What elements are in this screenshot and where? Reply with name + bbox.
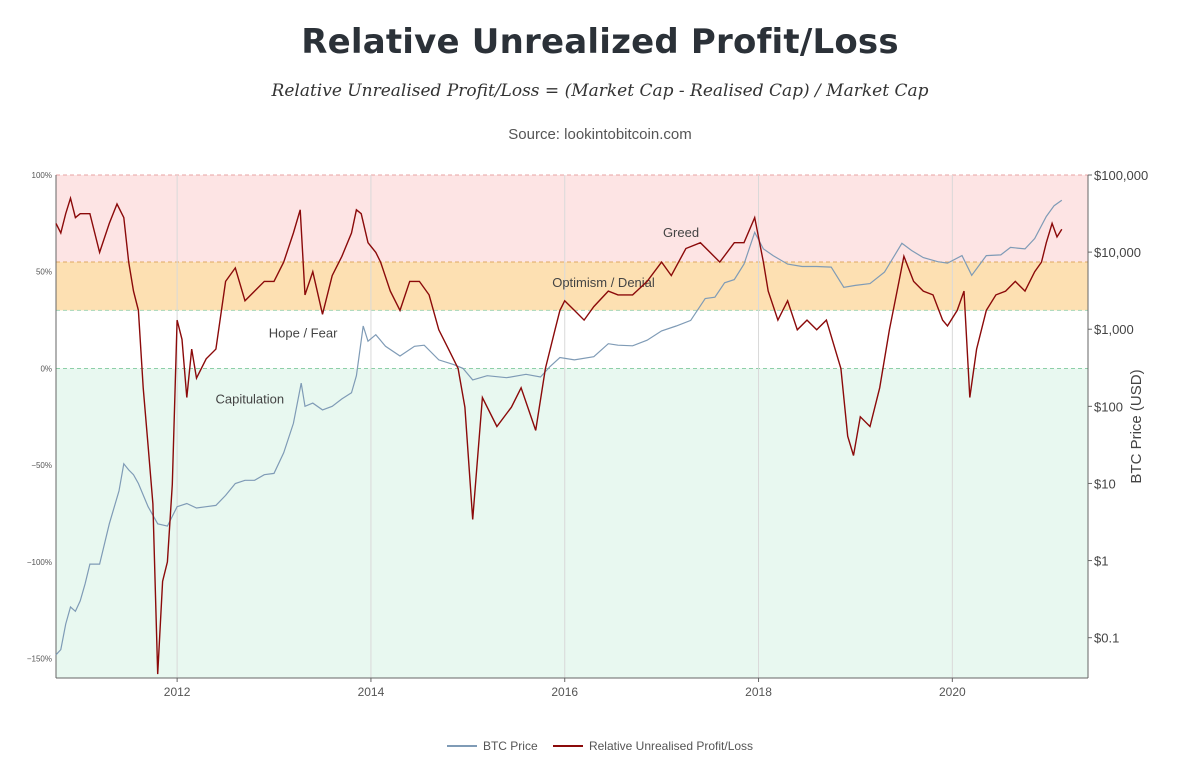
- y-left-tick-label-2: 0%: [40, 364, 52, 373]
- y-left-tick-label-4: −100%: [27, 558, 52, 567]
- series-line-rupl: [55, 195, 1063, 675]
- zone-band-3: [56, 368, 1088, 678]
- zone-label-3: Capitulation: [215, 391, 284, 406]
- y-left-tick-label-3: −50%: [31, 461, 52, 470]
- x-tick-label-2018: 2018: [745, 685, 772, 699]
- zone-label-2: Hope / Fear: [269, 326, 338, 341]
- legend-item-rupl[interactable]: Relative Unrealised Profit/Loss: [552, 739, 754, 753]
- legend-label-btc-price: BTC Price: [482, 739, 538, 753]
- x-tick-label-2012: 2012: [164, 685, 191, 699]
- x-tick-label-2016: 2016: [551, 685, 578, 699]
- zone-band-0: [56, 175, 1088, 263]
- y-right-tick-label-5: $10,000: [1094, 245, 1141, 260]
- y-right-axis-title: BTC Price (USD): [1128, 369, 1145, 483]
- y-right-tick-label-3: $100: [1094, 399, 1123, 414]
- chart-title: Relative Unrealized Profit/Loss: [301, 22, 899, 62]
- zone-label-1: Optimism / Denial: [552, 275, 655, 290]
- y-right-tick-label-2: $10: [1094, 476, 1116, 491]
- chart-canvas: 2012 2014 2016 2018 2020 100% 50% 0% −50% −100% −1…: [27, 168, 1148, 699]
- chart-formula-subtitle: Relative Unrealised Profit/Loss = (Marke…: [271, 81, 929, 101]
- x-tick-label-2020: 2020: [939, 685, 966, 699]
- y-left-tick-label-5: −150%: [27, 655, 52, 664]
- zone-band-2: [56, 310, 1088, 369]
- x-tick-label-2014: 2014: [358, 685, 385, 699]
- chart-source: Source: lookintobitcoin.com: [508, 126, 692, 143]
- y-left-tick-label-1: 50%: [36, 268, 52, 277]
- zone-label-0: Greed: [663, 225, 699, 240]
- chart-legend: BTC Price Relative Unrealised Profit/Los…: [0, 736, 1200, 753]
- legend-label-rupl: Relative Unrealised Profit/Loss: [588, 739, 754, 753]
- legend-swatch-rupl: [552, 745, 583, 747]
- y-right-tick-label-6: $100,000: [1094, 168, 1148, 183]
- y-right-tick-label-0: $0.1: [1094, 631, 1119, 646]
- y-right-tick-label-4: $1,000: [1094, 322, 1134, 337]
- zone-band-1: [56, 262, 1088, 311]
- y-right-tick-label-1: $1: [1094, 554, 1108, 569]
- series-line-btc-price: [55, 199, 1063, 656]
- legend-swatch-btc-price: [446, 745, 477, 747]
- y-left-tick-label-0: 100%: [32, 171, 52, 180]
- legend-item-btc-price[interactable]: BTC Price: [446, 739, 538, 753]
